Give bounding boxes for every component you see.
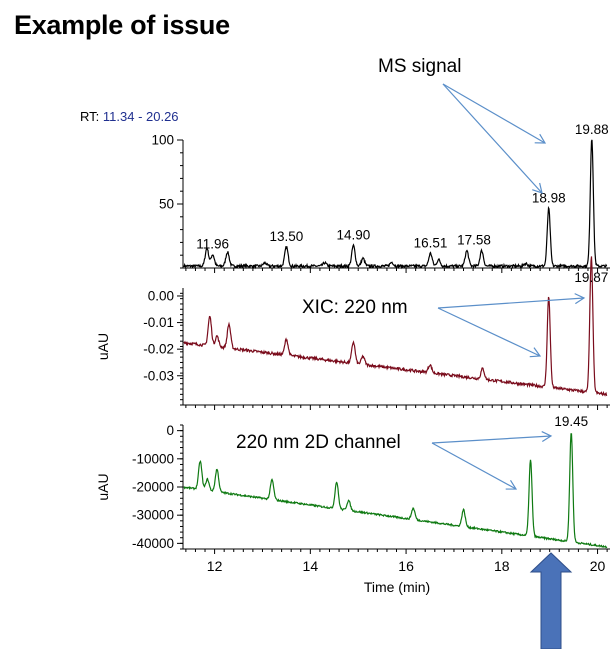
- slide-title: Example of issue: [14, 10, 230, 40]
- peak-label: 14.90: [337, 228, 371, 243]
- arrow-2d-18-60-head: [505, 479, 518, 490]
- peak-label: 13.50: [270, 229, 304, 244]
- annotation-ms-signal: MS signal: [378, 56, 461, 77]
- x-tick-label: 12: [207, 558, 223, 574]
- arrow-ms-19-88: [442, 83, 546, 144]
- arrow-ms-18-98: [442, 83, 543, 194]
- x-tick-label: 16: [398, 558, 414, 574]
- y-tick-label: -40000: [132, 536, 174, 551]
- arrow-xic-19-87: [437, 297, 585, 309]
- peak-label: 19.88: [575, 122, 609, 137]
- y-tick-label: -0.02: [143, 342, 174, 357]
- arrow-2d-18-60: [431, 442, 517, 490]
- annotation-xic: XIC: 220 nm: [302, 297, 408, 318]
- arrow-xic-18-98: [437, 307, 541, 357]
- y-tick-label: -30000: [132, 508, 174, 523]
- rt-range-label: RT: 11.34 - 20.26: [80, 109, 179, 124]
- arrow-2d-19-45-head: [541, 430, 553, 443]
- y-tick-label: 100: [151, 133, 174, 148]
- arrow-ms-18-98-head: [532, 182, 543, 194]
- arrow-xic-19-87-head: [574, 293, 586, 305]
- peak-label: 11.96: [196, 237, 229, 252]
- x-tick-label: 14: [303, 558, 319, 574]
- rt-range-value: 11.34 - 20.26: [102, 109, 179, 124]
- rt-label: RT:: [80, 109, 100, 124]
- x-tick-label: 20: [590, 558, 606, 574]
- y-tick-label: 50: [159, 197, 174, 212]
- peak-label: 17.58: [457, 233, 491, 248]
- y-tick-label: 0.00: [148, 288, 174, 303]
- y-tick-label: -10000: [132, 451, 174, 466]
- y-axis-label: uAU: [95, 473, 111, 500]
- y-axis-label: uAU: [95, 333, 111, 360]
- trace-ms: [183, 139, 608, 270]
- arrow-xic-18-98-head: [529, 347, 542, 358]
- peak-label: 16.51: [414, 235, 448, 250]
- trace-uv2d: [183, 433, 608, 549]
- annotation-2d-channel: 220 nm 2D channel: [236, 432, 401, 453]
- y-tick-label: 0: [166, 423, 174, 438]
- y-tick-label: -0.03: [143, 368, 174, 383]
- peak-label: 18.98: [532, 190, 566, 205]
- y-tick-label: -20000: [132, 480, 174, 495]
- big-up-arrow: [529, 552, 573, 649]
- arrow-2d-19-45: [431, 435, 552, 444]
- x-tick-label: 18: [494, 558, 510, 574]
- peak-label: 19.87: [574, 270, 608, 285]
- peak-label: 19.45: [554, 414, 588, 429]
- trace-xic: [183, 256, 608, 397]
- y-tick-label: -0.01: [143, 315, 174, 330]
- x-axis-title: Time (min): [364, 579, 430, 595]
- arrow-ms-19-88-head: [534, 133, 547, 144]
